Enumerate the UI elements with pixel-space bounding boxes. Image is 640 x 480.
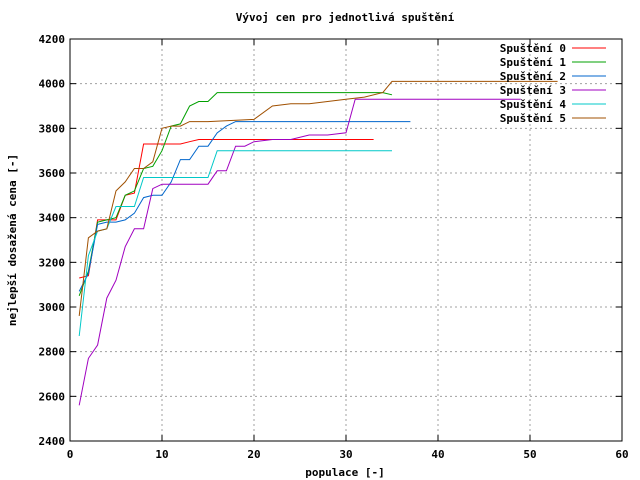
series-lines: [78, 80, 558, 406]
y-tick-label: 3000: [39, 301, 66, 314]
x-tick-label: 20: [247, 448, 260, 461]
y-axis-label: nejlepší dosažená cena [-]: [6, 154, 19, 326]
legend-label-1: Spuštění 1: [500, 56, 567, 69]
series-line-3: [78, 98, 521, 406]
y-tick-label: 4000: [39, 78, 66, 91]
series-line-4: [78, 150, 392, 337]
y-tick-label: 4200: [39, 33, 66, 46]
x-tick-label: 40: [431, 448, 444, 461]
x-tick-label: 30: [339, 448, 352, 461]
axis-ticks: 0 10 20 30 40 50 60 2400 2600 2800 3000 3200 3400 360…: [39, 33, 629, 461]
y-tick-label: 3800: [39, 122, 66, 135]
y-tick-label: 2400: [39, 435, 66, 448]
legend-label-2: Spuštění 2: [500, 70, 566, 83]
x-tick-label: 10: [155, 448, 168, 461]
x-axis-label: populace [-]: [305, 466, 384, 479]
y-tick-label: 2800: [39, 346, 66, 359]
series-line-1: [78, 92, 393, 296]
legend-label-5: Spuštění 5: [500, 112, 566, 125]
x-tick-label: 0: [67, 448, 74, 461]
y-tick-label: 3200: [39, 256, 66, 269]
legend-label-3: Spuštění 3: [500, 84, 566, 97]
x-tick-label: 60: [615, 448, 628, 461]
chart-title: Vývoj cen pro jednotlivá spuštění: [236, 11, 455, 24]
legend-label-0: Spuštění 0: [500, 42, 566, 55]
series-line-0: [79, 139, 374, 279]
y-tick-label: 3600: [39, 167, 66, 180]
series-line-5: [78, 80, 558, 316]
legend-label-4: Spuštění 4: [500, 98, 567, 111]
x-tick-label: 50: [523, 448, 536, 461]
y-tick-label: 2600: [39, 390, 66, 403]
y-tick-label: 3400: [39, 212, 66, 225]
